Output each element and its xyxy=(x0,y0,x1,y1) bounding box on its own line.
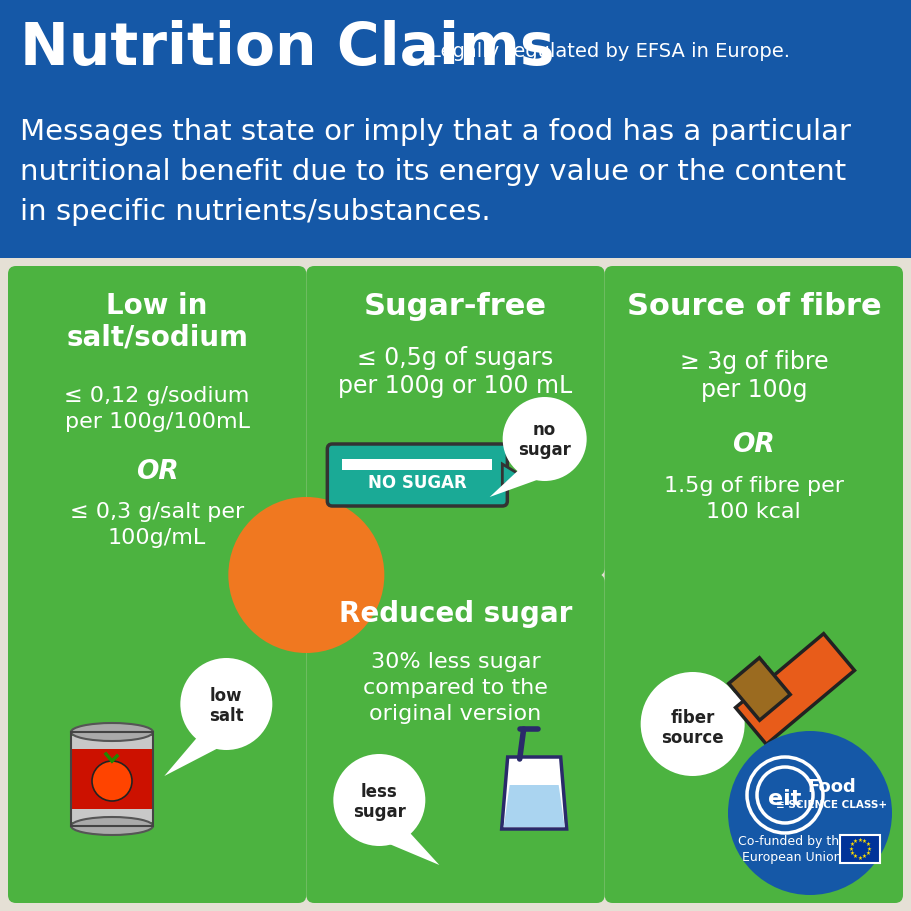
Text: ≤ 0,12 g/sodium: ≤ 0,12 g/sodium xyxy=(65,386,250,406)
Text: less
sugar: less sugar xyxy=(353,783,405,822)
Text: Co-funded by the: Co-funded by the xyxy=(738,835,846,848)
FancyBboxPatch shape xyxy=(71,736,153,822)
Text: Source of fibre: Source of fibre xyxy=(627,292,881,321)
Circle shape xyxy=(640,672,744,776)
FancyBboxPatch shape xyxy=(71,749,153,809)
Text: 30% less sugar: 30% less sugar xyxy=(371,652,540,672)
Circle shape xyxy=(333,754,425,846)
Text: Low in
salt/sodium: Low in salt/sodium xyxy=(67,292,248,352)
Text: OR: OR xyxy=(732,432,775,458)
Text: no
sugar: no sugar xyxy=(518,421,571,459)
Text: fiber
source: fiber source xyxy=(661,709,724,747)
Text: ★: ★ xyxy=(865,842,870,847)
Text: ≤ 0,5g of sugars: ≤ 0,5g of sugars xyxy=(357,346,554,370)
Text: NO SUGAR: NO SUGAR xyxy=(368,474,466,492)
Polygon shape xyxy=(502,757,567,829)
Text: low
salt: low salt xyxy=(209,687,243,725)
Polygon shape xyxy=(164,736,219,776)
Polygon shape xyxy=(490,469,539,497)
Circle shape xyxy=(503,397,587,481)
Text: ★: ★ xyxy=(857,837,863,843)
Text: Legally regulated by EFSA in Europe.: Legally regulated by EFSA in Europe. xyxy=(430,42,790,61)
FancyBboxPatch shape xyxy=(0,0,911,258)
FancyBboxPatch shape xyxy=(306,266,605,576)
Text: ★: ★ xyxy=(865,851,870,856)
Text: ★: ★ xyxy=(862,839,867,844)
FancyBboxPatch shape xyxy=(8,266,306,903)
Ellipse shape xyxy=(71,723,153,741)
Circle shape xyxy=(728,731,892,895)
Polygon shape xyxy=(729,658,790,721)
Text: ≥ 3g of fibre: ≥ 3g of fibre xyxy=(680,350,828,374)
Text: ★: ★ xyxy=(866,846,872,852)
Text: Nutrition Claims: Nutrition Claims xyxy=(20,20,555,77)
Text: per 100g or 100 mL: per 100g or 100 mL xyxy=(338,374,573,398)
Text: ★: ★ xyxy=(848,846,854,852)
Text: ★: ★ xyxy=(850,842,855,847)
Text: OR: OR xyxy=(136,459,179,485)
Text: European Union: European Union xyxy=(742,851,842,864)
Text: ★: ★ xyxy=(862,855,867,859)
Text: compared to the: compared to the xyxy=(363,678,548,698)
Text: per 100g: per 100g xyxy=(701,378,807,402)
Text: eit: eit xyxy=(768,789,802,809)
Text: nutritional benefit due to its energy value or the content: nutritional benefit due to its energy va… xyxy=(20,158,846,186)
Text: ★: ★ xyxy=(853,839,858,844)
FancyBboxPatch shape xyxy=(840,835,880,863)
Text: 100 kcal: 100 kcal xyxy=(706,502,801,522)
FancyBboxPatch shape xyxy=(327,444,507,506)
Text: original version: original version xyxy=(369,704,542,724)
Text: Sugar-free: Sugar-free xyxy=(364,292,547,321)
FancyBboxPatch shape xyxy=(605,266,903,903)
Text: Reduced sugar: Reduced sugar xyxy=(339,600,572,628)
Polygon shape xyxy=(389,830,439,865)
Text: ≡ SCIENCE CLASS+: ≡ SCIENCE CLASS+ xyxy=(776,800,887,810)
Text: ★: ★ xyxy=(857,855,863,861)
Polygon shape xyxy=(502,464,520,486)
Circle shape xyxy=(180,658,272,750)
Text: per 100g/100mL: per 100g/100mL xyxy=(65,412,250,432)
Text: 1.5g of fibre per: 1.5g of fibre per xyxy=(664,476,844,496)
Polygon shape xyxy=(735,634,855,744)
Polygon shape xyxy=(504,785,565,827)
Polygon shape xyxy=(728,664,768,719)
Text: Messages that state or imply that a food has a particular: Messages that state or imply that a food… xyxy=(20,118,851,146)
FancyBboxPatch shape xyxy=(306,574,605,903)
Text: ★: ★ xyxy=(853,855,858,859)
Text: ★: ★ xyxy=(850,851,855,856)
Circle shape xyxy=(229,497,384,653)
Text: ≤ 0,3 g/salt per: ≤ 0,3 g/salt per xyxy=(70,502,244,522)
Circle shape xyxy=(92,761,132,801)
Text: in specific nutrients/substances.: in specific nutrients/substances. xyxy=(20,198,491,226)
Text: 100g/mL: 100g/mL xyxy=(108,528,206,548)
Ellipse shape xyxy=(71,817,153,835)
Text: Food: Food xyxy=(808,778,856,796)
FancyBboxPatch shape xyxy=(343,459,492,470)
